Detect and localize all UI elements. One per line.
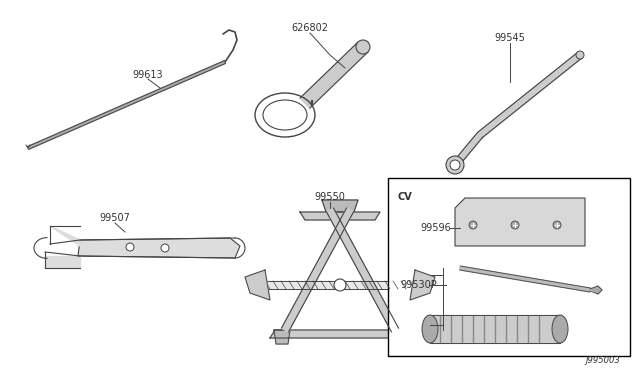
Polygon shape bbox=[245, 270, 270, 300]
Polygon shape bbox=[300, 42, 368, 108]
Text: J995003: J995003 bbox=[585, 356, 620, 365]
Polygon shape bbox=[590, 286, 602, 294]
Polygon shape bbox=[452, 133, 483, 167]
Text: CV: CV bbox=[398, 192, 413, 202]
Polygon shape bbox=[478, 52, 582, 138]
Polygon shape bbox=[455, 198, 585, 246]
Ellipse shape bbox=[552, 315, 568, 343]
Circle shape bbox=[356, 40, 370, 54]
Polygon shape bbox=[300, 212, 380, 220]
Circle shape bbox=[576, 51, 584, 59]
Text: 99596: 99596 bbox=[420, 223, 451, 233]
Circle shape bbox=[553, 221, 561, 229]
Text: 626802: 626802 bbox=[291, 23, 328, 33]
Polygon shape bbox=[274, 330, 290, 344]
Text: 99530P: 99530P bbox=[400, 280, 436, 290]
FancyBboxPatch shape bbox=[388, 178, 630, 356]
Polygon shape bbox=[390, 330, 406, 344]
Polygon shape bbox=[410, 270, 435, 300]
Text: 99613: 99613 bbox=[132, 70, 163, 80]
Polygon shape bbox=[326, 208, 399, 332]
Circle shape bbox=[469, 221, 477, 229]
Polygon shape bbox=[322, 200, 358, 212]
Polygon shape bbox=[430, 315, 560, 343]
Polygon shape bbox=[260, 281, 420, 289]
Circle shape bbox=[126, 243, 134, 251]
Circle shape bbox=[450, 160, 460, 170]
Ellipse shape bbox=[422, 315, 438, 343]
Polygon shape bbox=[78, 238, 240, 258]
Text: 99545: 99545 bbox=[495, 33, 525, 43]
Circle shape bbox=[334, 279, 346, 291]
Polygon shape bbox=[50, 226, 80, 246]
Polygon shape bbox=[45, 256, 80, 268]
Circle shape bbox=[161, 244, 169, 252]
Polygon shape bbox=[282, 208, 353, 332]
Circle shape bbox=[446, 156, 464, 174]
Polygon shape bbox=[270, 330, 410, 338]
Circle shape bbox=[511, 221, 519, 229]
Polygon shape bbox=[28, 61, 226, 150]
Ellipse shape bbox=[263, 100, 307, 130]
Text: 99507: 99507 bbox=[100, 213, 131, 223]
Polygon shape bbox=[460, 266, 590, 292]
Text: 99550: 99550 bbox=[315, 192, 346, 202]
